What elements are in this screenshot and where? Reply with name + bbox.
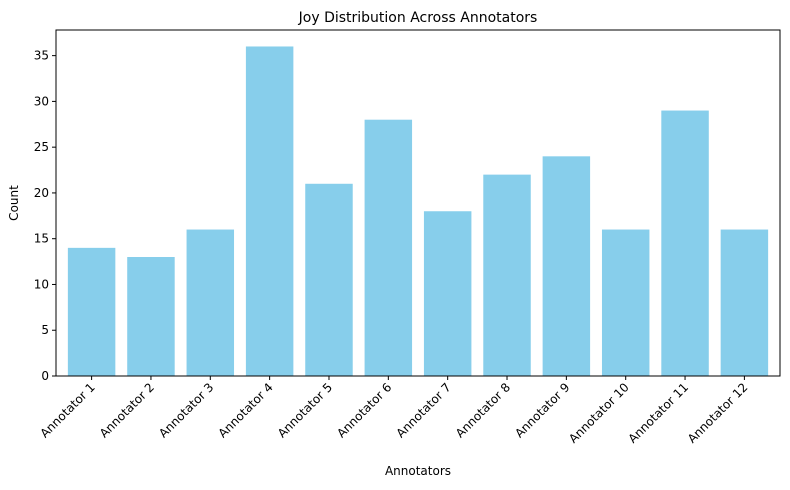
x-tick-label: Annotator 9: [512, 380, 572, 440]
bar: [127, 257, 175, 376]
x-tick-label: Annotator 1: [37, 380, 97, 440]
y-tick-label: 10: [34, 277, 49, 291]
bar: [245, 46, 294, 376]
x-tick-label: Annotator 7: [394, 380, 454, 440]
bar: [661, 110, 709, 376]
plot-frame: [55, 29, 781, 377]
plot-area: Annotator 1 Annotator 2 Annotator 3 Annotat…: [34, 29, 781, 446]
x-tick-label: Annotator 8: [453, 380, 513, 440]
x-tick-label: Annotator 6: [334, 380, 394, 440]
bar: [542, 156, 591, 376]
bar: [67, 247, 116, 376]
bar: [601, 229, 650, 376]
bar: [186, 229, 235, 376]
y-tick-label: 20: [34, 186, 49, 200]
x-tick-label: Annotator 12: [685, 380, 751, 446]
x-tick-label: Annotator 11: [625, 380, 691, 446]
x-tick-label: Annotator 10: [566, 380, 632, 446]
bar: [364, 119, 413, 376]
bar: [305, 183, 353, 376]
x-tick-label: Annotator 4: [215, 380, 275, 440]
bar: [423, 211, 472, 376]
y-tick-label: 5: [41, 323, 49, 337]
y-tick-label: 35: [34, 49, 49, 63]
y-tick-label: 30: [34, 94, 49, 108]
x-tick-label: Annotator 3: [156, 380, 216, 440]
x-tick-label: Annotator 5: [275, 380, 335, 440]
y-tick-label: 15: [34, 232, 49, 246]
y-tick-label: 0: [41, 369, 49, 383]
chart-title: Joy Distribution Across Annotators: [298, 10, 538, 26]
bar: [483, 174, 531, 376]
x-tick-label: Annotator 2: [97, 380, 157, 440]
bar: [720, 229, 769, 376]
x-axis-label: Annotators: [385, 464, 451, 478]
y-tick-label: 25: [34, 140, 49, 154]
y-axis-label: Count: [7, 185, 21, 221]
